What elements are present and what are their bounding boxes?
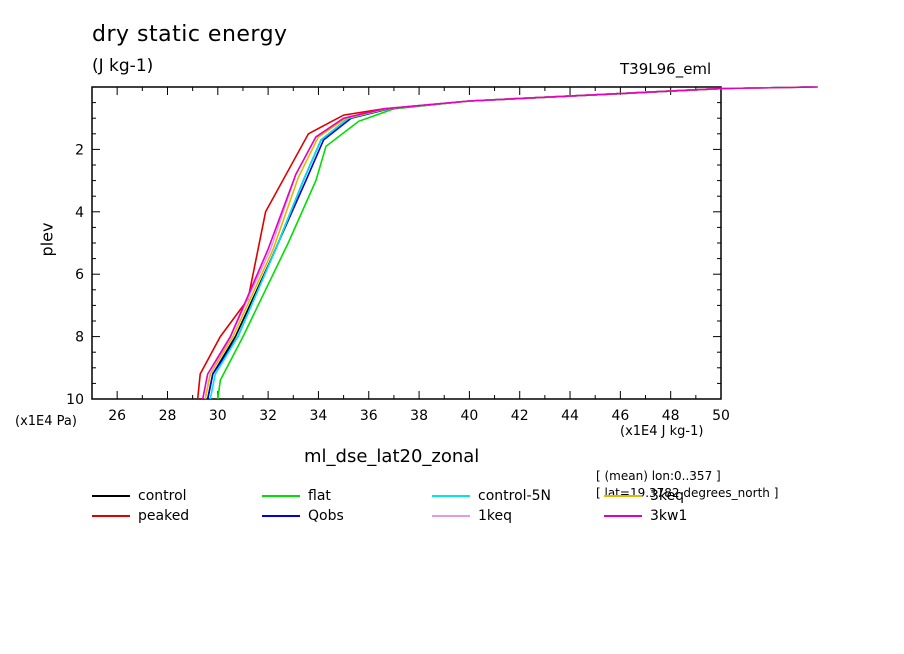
x-tick-label: 36 <box>360 408 378 424</box>
x-tick-label: 42 <box>511 408 529 424</box>
legend-swatch <box>432 515 470 517</box>
legend-swatch <box>604 495 642 497</box>
legend-label: flat <box>308 488 331 504</box>
legend-item-control: control <box>92 486 187 506</box>
meta-lon: [ (mean) lon:0..357 ] <box>596 469 721 483</box>
plot-frame <box>91 86 722 400</box>
series-line-control-5N <box>209 87 722 400</box>
series-line-1keq <box>204 87 722 400</box>
legend-label: 3keq <box>650 488 685 504</box>
run-id-label: T39L96_eml <box>620 60 712 78</box>
y-tick-label: 6 <box>75 267 84 283</box>
series-line-Qobs <box>206 87 722 400</box>
x-tick-label: 30 <box>209 408 227 424</box>
x-tick-label: 32 <box>259 408 277 424</box>
x-tick-label: 46 <box>611 408 629 424</box>
x-axis-unit: (x1E4 J kg-1) <box>620 424 704 439</box>
legend-label: 1keq <box>478 508 513 524</box>
y-axis-unit: (x1E4 Pa) <box>15 414 77 429</box>
chart-title: dry static energy <box>92 22 288 47</box>
x-tick-label: 26 <box>108 408 126 424</box>
legend-label: control-5N <box>478 488 551 504</box>
legend-swatch <box>262 495 300 497</box>
y-tick-label: 10 <box>66 392 84 408</box>
chart-units: (J kg-1) <box>92 56 154 76</box>
series-line-peaked <box>196 87 722 400</box>
legend-item-3kw1: 3kw1 <box>604 506 687 526</box>
series-line-3kw1 <box>201 87 722 400</box>
legend-label: Qobs <box>308 508 344 524</box>
legend-label: control <box>138 488 187 504</box>
y-tick-label: 2 <box>75 142 84 158</box>
legend-label: 3kw1 <box>650 508 688 524</box>
x-axis-label: ml_dse_lat20_zonal <box>304 446 480 467</box>
legend-item-3keq: 3keq <box>604 486 684 506</box>
series-spike-3kw1 <box>720 86 818 90</box>
legend-item-peaked: peaked <box>92 506 189 526</box>
x-tick-label: 38 <box>410 408 428 424</box>
x-tick-label: 44 <box>561 408 579 424</box>
legend-swatch <box>92 515 130 517</box>
x-tick-label: 48 <box>662 408 680 424</box>
legend-item-1keq: 1keq <box>432 506 512 526</box>
x-tick-label: 40 <box>460 408 478 424</box>
series-line-flat <box>217 87 722 400</box>
legend-item-Qobs: Qobs <box>262 506 344 526</box>
legend-swatch <box>262 515 300 517</box>
legend-label: peaked <box>138 508 190 524</box>
legend-swatch <box>432 495 470 497</box>
legend-item-flat: flat <box>262 486 331 506</box>
series-line-control <box>206 87 722 400</box>
legend-swatch <box>92 495 130 497</box>
y-tick-label: 4 <box>75 205 84 221</box>
series-line-3keq <box>204 87 722 400</box>
y-tick-label: 8 <box>75 330 84 346</box>
x-tick-label: 28 <box>159 408 177 424</box>
x-tick-label: 50 <box>712 408 730 424</box>
legend-item-control-5N: control-5N <box>432 486 551 506</box>
x-tick-label: 34 <box>310 408 328 424</box>
legend-swatch <box>604 515 642 517</box>
